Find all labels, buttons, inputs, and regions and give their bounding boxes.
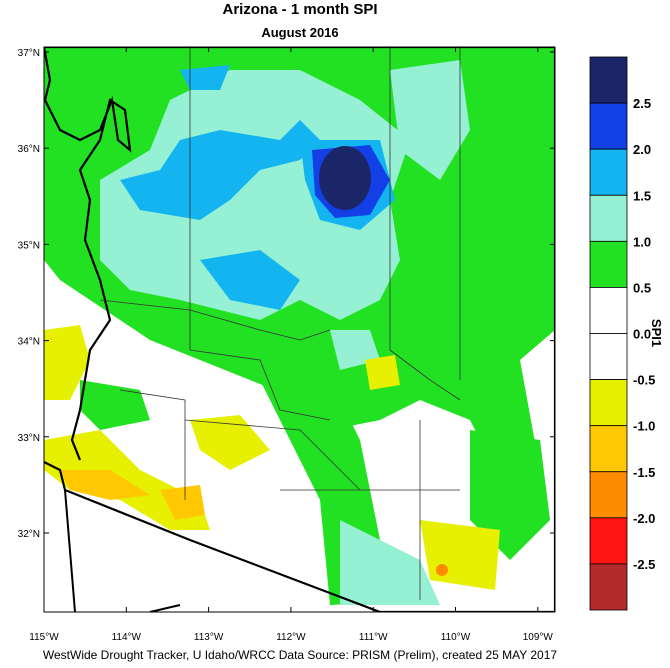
lat-label: 34°N (18, 337, 40, 348)
colorbar-swatch (589, 287, 628, 334)
lon-label: 115°W (29, 632, 59, 643)
lat-label: 35°N (18, 240, 40, 251)
colorbar-swatch (589, 240, 628, 288)
colorbar-swatch (589, 517, 628, 565)
colorbar-swatch (589, 102, 628, 150)
colorbar-swatch (589, 194, 628, 242)
lon-label: 114°W (112, 632, 142, 643)
colorbar-label: 1.5 (633, 188, 651, 203)
subtitle: August 2016 (261, 25, 338, 40)
colorbar-label: 2.0 (633, 142, 651, 157)
colorbar-label: -1.5 (633, 465, 655, 480)
lon-label: 113°W (194, 632, 224, 643)
map-field (44, 47, 555, 612)
map-frame (43, 46, 556, 613)
colorbar-label: -0.5 (633, 373, 655, 388)
colorbar-label: -2.0 (633, 511, 655, 526)
lat-label: 33°N (18, 433, 40, 444)
colorbar-swatch (589, 148, 628, 196)
colorbar-swatch (589, 379, 628, 427)
colorbar-swatch (589, 471, 628, 519)
colorbar-swatch (589, 333, 628, 380)
footer-credit: WestWide Drought Tracker, U Idaho/WRCC D… (43, 648, 558, 662)
lat-label: 32°N (18, 529, 40, 540)
lat-label: 37°N (18, 48, 40, 59)
colorbar-label: -1.0 (633, 419, 655, 434)
colorbar-swatch (589, 425, 628, 473)
colorbar-label: 0.5 (633, 280, 651, 295)
colorbar-label: 1.0 (633, 234, 651, 249)
colorbar-swatch (589, 563, 628, 611)
map-ticks: 37°N 36°N 35°N 34°N 33°N 32°N 115°W 114°W 113°W 1… (18, 47, 555, 643)
colorbar-label: 2.5 (633, 96, 651, 111)
colorbar-swatch (589, 56, 628, 104)
colorbar: 2.5 2.0 1.5 1.0 0.5 0.0 -0.5 -1.0 -1.5 -2.0 -2.5 (589, 56, 655, 611)
lon-label: 111°W (359, 632, 388, 643)
lon-label: 112°W (276, 632, 306, 643)
colorbar-title: SPI1 (649, 319, 664, 347)
lon-label: 110°W (441, 632, 471, 643)
colorbar-label: 0.0 (633, 327, 651, 342)
lon-label: 109°W (523, 632, 554, 643)
title: Arizona - 1 month SPI (222, 1, 377, 18)
lat-label: 36°N (18, 144, 40, 155)
colorbar-label: -2.5 (633, 557, 655, 572)
